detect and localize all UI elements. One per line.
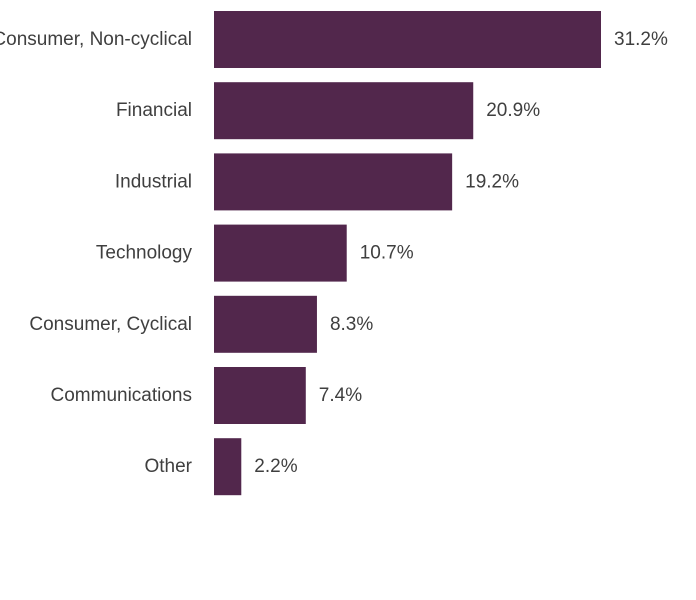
value-label-industrial: 19.2%	[465, 171, 519, 192]
bar-technology	[214, 224, 347, 282]
category-label-communications: Communications	[51, 385, 193, 406]
category-label-financial: Financial	[116, 100, 192, 121]
value-label-other: 2.2%	[254, 456, 297, 477]
bar-other	[214, 438, 242, 496]
category-label-other: Other	[144, 456, 192, 477]
category-labels-group: Consumer, Non-cyclical Financial Industria…	[0, 29, 193, 477]
category-label-technology: Technology	[96, 243, 193, 264]
category-label-consumer-cyclical: Consumer, Cyclical	[29, 314, 192, 335]
bar-industrial	[214, 153, 453, 211]
bar-consumer-cyclical	[214, 295, 317, 353]
value-label-communications: 7.4%	[319, 385, 362, 406]
category-label-industrial: Industrial	[115, 171, 192, 192]
value-label-consumer-cyclical: 8.3%	[330, 314, 373, 335]
value-label-consumer-non-cyclical: 31.2%	[614, 29, 668, 50]
bar-communications	[214, 367, 306, 424]
category-label-consumer-non-cyclical: Consumer, Non-cyclical	[0, 29, 192, 50]
value-labels-group: 31.2% 20.9% 19.2% 10.7% 8.3% 7.4% 2.2%	[254, 29, 668, 477]
bars-group	[214, 11, 601, 496]
value-label-technology: 10.7%	[360, 243, 414, 264]
bar-financial	[214, 82, 474, 140]
bar-consumer-non-cyclical	[214, 11, 601, 68]
value-label-financial: 20.9%	[486, 100, 540, 121]
